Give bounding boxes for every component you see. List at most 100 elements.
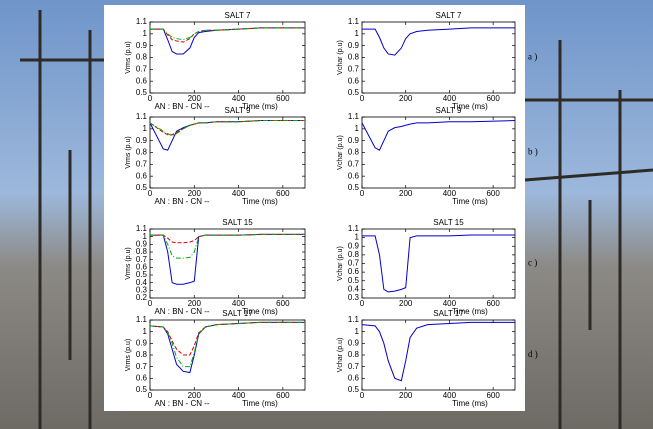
series-line <box>149 321 305 356</box>
x-axis-label: Time (ms) <box>452 307 488 316</box>
y-tick-label: 1 <box>143 29 148 38</box>
x-tick-label: 600 <box>276 299 290 308</box>
y-tick-label: 0.4 <box>348 284 360 293</box>
y-tick-label: 1 <box>355 233 360 242</box>
substation-silhouette <box>20 10 653 429</box>
x-tick-label: 600 <box>486 299 500 308</box>
y-tick-label: 1 <box>143 232 148 241</box>
y-tick-label: 0.5 <box>348 276 360 285</box>
y-tick-label: 0.5 <box>348 385 360 394</box>
y-tick-label: 0.3 <box>348 293 360 302</box>
x-tick-label: 400 <box>443 299 457 308</box>
legend-text: AN : BN - CN -- <box>154 197 209 206</box>
y-tick-label: 0.7 <box>348 362 360 371</box>
x-tick-label: 600 <box>486 391 500 400</box>
y-tick-label: 0.8 <box>348 350 360 359</box>
y-axis-label: Vchar (p.u) <box>337 135 344 170</box>
y-tick-label: 1.1 <box>136 315 148 324</box>
x-tick-label: 400 <box>443 94 457 103</box>
series-line <box>361 120 516 151</box>
y-tick-label: 0.8 <box>136 53 148 62</box>
y-axis-label: Vchar (p.u) <box>337 40 344 75</box>
plot-frame <box>361 21 516 94</box>
series-line <box>362 27 515 56</box>
x-tick-label: 600 <box>486 189 500 198</box>
y-tick-label: 0.9 <box>348 136 360 145</box>
x-tick-label: 0 <box>148 94 153 103</box>
plot-frame <box>361 228 516 299</box>
y-tick-label: 0.5 <box>348 183 360 192</box>
x-axis-label: Time (ms) <box>242 102 278 111</box>
y-axis-label: Vrms (p.u) <box>125 339 132 371</box>
y-tick-label: 1 <box>355 124 360 133</box>
series-line <box>150 233 305 244</box>
series-line <box>362 234 515 293</box>
y-tick-label: 0.9 <box>136 239 148 248</box>
panel-label: a ) <box>528 52 537 62</box>
plot-frame <box>149 116 306 189</box>
y-tick-label: 0.9 <box>136 136 148 145</box>
y-tick-label: 0.8 <box>136 148 148 157</box>
y-tick-label: 0.7 <box>348 259 360 268</box>
y-tick-label: 1 <box>355 327 360 336</box>
x-axis-label: Time (ms) <box>242 307 278 316</box>
plot-frame <box>361 319 516 391</box>
x-tick-label: 400 <box>232 189 246 198</box>
plot-frame <box>361 116 516 189</box>
series-line <box>361 321 515 382</box>
y-tick-label: 0.7 <box>136 362 148 371</box>
y-tick-label: 1.1 <box>348 315 360 324</box>
series-line <box>149 321 305 368</box>
x-tick-label: 400 <box>443 189 457 198</box>
y-tick-label: 0.7 <box>348 159 360 168</box>
x-tick-label: 200 <box>399 189 413 198</box>
x-tick-label: 200 <box>399 391 413 400</box>
plot-frame <box>149 228 306 299</box>
y-tick-label: 0.7 <box>136 255 148 264</box>
x-tick-label: 200 <box>188 299 202 308</box>
y-tick-label: 1.1 <box>136 17 148 26</box>
plot-frame <box>149 319 306 391</box>
y-tick-label: 0.9 <box>348 241 360 250</box>
series-line <box>150 27 305 41</box>
x-tick-label: 400 <box>232 391 246 400</box>
chart-title: SALT 7 <box>436 11 462 20</box>
y-tick-label: 0.8 <box>348 250 360 259</box>
x-axis-label: Time (ms) <box>452 102 488 111</box>
chart-title: SALT 17 <box>433 309 464 318</box>
y-axis-label: Vrms (p.u) <box>125 247 132 279</box>
y-tick-label: 1.1 <box>136 224 148 233</box>
panel-label: c ) <box>528 258 537 268</box>
y-tick-label: 0.5 <box>136 88 148 97</box>
chart-title: SALT 7 <box>225 11 251 20</box>
y-tick-label: 0.4 <box>136 278 148 287</box>
y-tick-label: 0.9 <box>348 338 360 347</box>
y-tick-label: 0.5 <box>348 88 360 97</box>
y-tick-label: 1 <box>143 124 148 133</box>
y-tick-label: 0.8 <box>136 247 148 256</box>
series-line <box>149 120 305 137</box>
y-tick-label: 1 <box>143 327 148 336</box>
x-tick-label: 400 <box>232 299 246 308</box>
y-tick-label: 0.7 <box>136 159 148 168</box>
x-tick-label: 200 <box>399 299 413 308</box>
x-axis-label: Time (ms) <box>242 399 278 408</box>
y-tick-label: 0.9 <box>348 41 360 50</box>
x-tick-label: 200 <box>188 189 202 198</box>
y-tick-label: 0.6 <box>348 267 360 276</box>
x-axis-label: Time (ms) <box>452 197 488 206</box>
x-tick-label: 400 <box>232 94 246 103</box>
x-tick-label: 600 <box>276 94 290 103</box>
x-tick-label: 400 <box>443 391 457 400</box>
x-tick-label: 0 <box>148 391 153 400</box>
x-tick-label: 0 <box>360 94 365 103</box>
x-tick-label: 0 <box>360 391 365 400</box>
x-tick-label: 200 <box>188 94 202 103</box>
y-tick-label: 0.8 <box>348 53 360 62</box>
chart-title: SALT 15 <box>433 218 464 227</box>
y-tick-label: 1.1 <box>348 17 360 26</box>
y-axis-label: Vchar (p.u) <box>337 246 344 281</box>
panel-label: d ) <box>528 349 538 359</box>
